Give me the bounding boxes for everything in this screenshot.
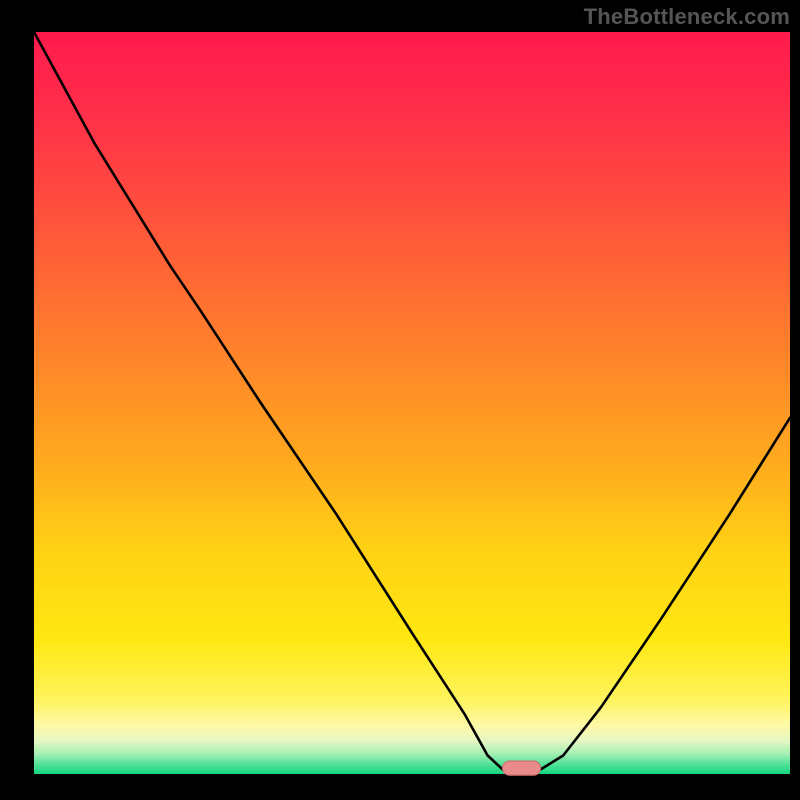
optimum-marker [503, 761, 541, 775]
watermark-label: TheBottleneck.com [584, 4, 790, 30]
chart-frame: TheBottleneck.com [0, 0, 800, 800]
plot-background [34, 32, 790, 774]
bottleneck-chart [0, 0, 800, 800]
